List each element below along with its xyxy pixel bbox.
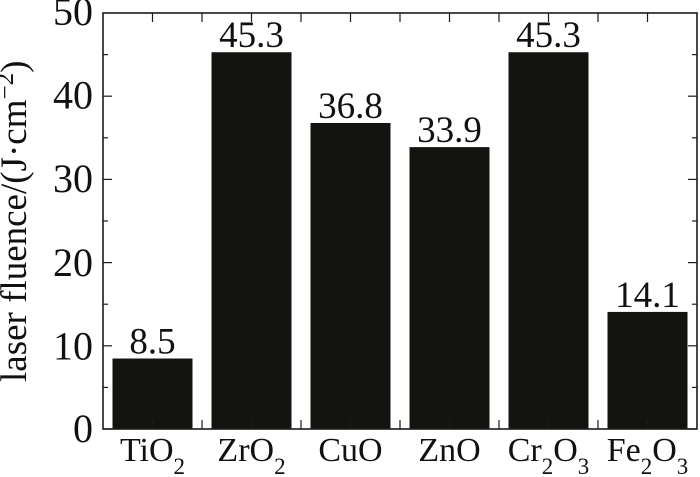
svg-text:33.9: 33.9 [417,110,482,151]
svg-text:8.5: 8.5 [129,322,175,363]
svg-text:40: 40 [53,73,93,118]
svg-text:ZnO: ZnO [418,432,480,469]
svg-text:50: 50 [53,0,93,34]
svg-text:10: 10 [53,323,93,368]
svg-text:Fe2O3: Fe2O3 [607,432,689,477]
svg-text:Cr2O3: Cr2O3 [508,432,590,477]
svg-text:30: 30 [53,156,93,201]
svg-text:14.1: 14.1 [615,275,680,316]
svg-text:45.3: 45.3 [516,15,581,56]
svg-text:45.3: 45.3 [219,15,284,56]
svg-text:CuO: CuO [318,432,382,469]
svg-text:20: 20 [53,240,93,285]
svg-text:TiO2: TiO2 [120,432,185,477]
svg-text:ZrO2: ZrO2 [217,432,285,477]
svg-text:0: 0 [73,406,93,451]
svg-text:laser fluence/(J·cm−2): laser fluence/(J·cm−2) [0,61,35,382]
svg-text:36.8: 36.8 [318,86,383,127]
